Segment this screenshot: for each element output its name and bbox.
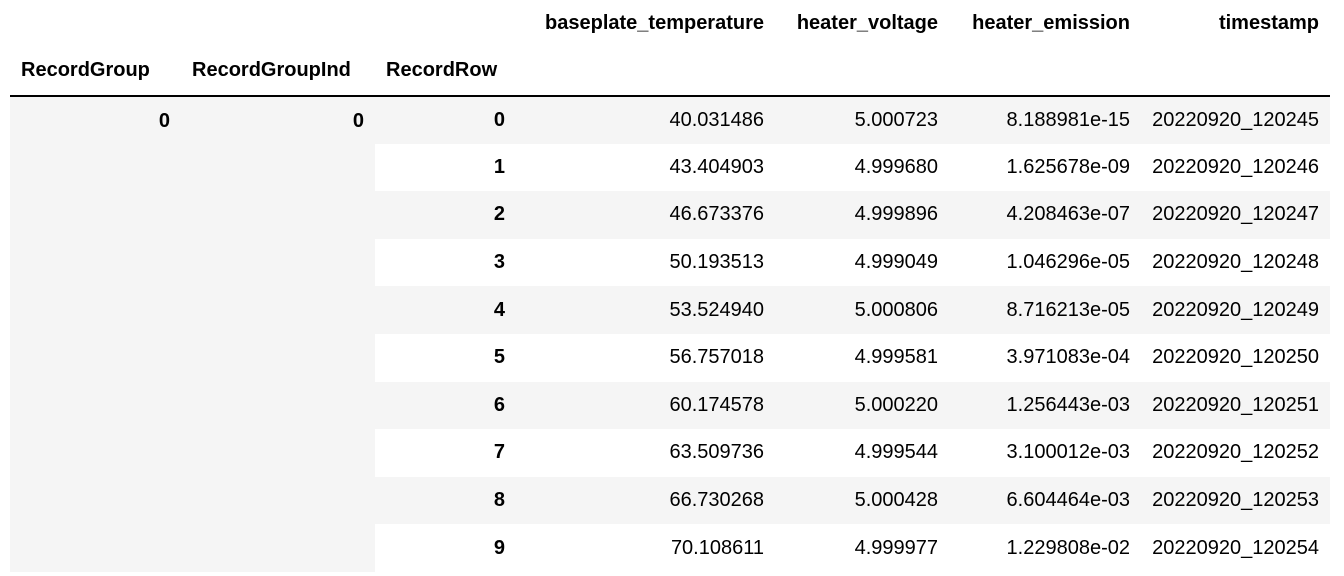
cell-heater-emission: 1.046296e-05 xyxy=(949,238,1141,287)
cell-baseplate-temperature: 56.757018 xyxy=(516,333,775,382)
table-row: 3 50.193513 4.999049 1.046296e-05 20220920_1… xyxy=(10,238,1330,287)
cell-timestamp: 20220920_120246 xyxy=(1141,143,1330,192)
cell-baseplate-temperature: 50.193513 xyxy=(516,238,775,287)
cell-heater-emission: 8.716213e-05 xyxy=(949,286,1141,334)
cell-heater-voltage: 4.999581 xyxy=(775,333,949,382)
dataframe-output: baseplate_temperature heater_voltage hea… xyxy=(10,0,1330,572)
table-row: 5 56.757018 4.999581 3.971083e-04 20220920_1… xyxy=(10,333,1330,382)
cell-heater-emission: 4.208463e-07 xyxy=(949,191,1141,239)
table-row: 1 43.404903 4.999680 1.625678e-09 20220920_1… xyxy=(10,143,1330,192)
cell-heater-emission: 1.229808e-02 xyxy=(949,524,1141,572)
cell-timestamp: 20220920_120250 xyxy=(1141,333,1330,382)
blank-header-cell xyxy=(1141,46,1330,96)
index-cell-record-row: 2 xyxy=(375,191,516,239)
cell-baseplate-temperature: 60.174578 xyxy=(516,381,775,430)
index-name-record-row: RecordRow xyxy=(386,59,498,81)
index-cell-record-row: 9 xyxy=(375,524,516,572)
index-header-row: RecordGroup RecordGroupInd RecordRow xyxy=(10,46,1330,96)
index-cell-record-row: 3 xyxy=(375,238,516,287)
cell-baseplate-temperature: 46.673376 xyxy=(516,191,775,239)
index-cell-record-row: 6 xyxy=(375,381,516,430)
cell-heater-voltage: 4.999977 xyxy=(775,524,949,572)
column-header-heater-emission: heater_emission xyxy=(972,11,1130,34)
blank-header-cell xyxy=(516,46,775,96)
table-header: baseplate_temperature heater_voltage hea… xyxy=(10,0,1330,96)
cell-heater-voltage: 4.999544 xyxy=(775,429,949,477)
index-name-record-group-ind: RecordGroupInd xyxy=(192,59,351,81)
cell-baseplate-temperature: 53.524940 xyxy=(516,286,775,334)
index-cell-record-row: 8 xyxy=(375,476,516,525)
table-row: 9 70.108611 4.999977 1.229808e-02 20220920_1… xyxy=(10,524,1330,572)
cell-timestamp: 20220920_120252 xyxy=(1141,429,1330,477)
index-cell-record-row: 4 xyxy=(375,286,516,334)
table-row: 0 0 0 40.031486 5.000723 8.188981e-15 20220920… xyxy=(10,96,1330,572)
cell-timestamp: 20220920_120249 xyxy=(1141,286,1330,334)
table-row: 7 63.509736 4.999544 3.100012e-03 20220920_1… xyxy=(10,429,1330,477)
cell-timestamp: 20220920_120247 xyxy=(1141,191,1330,239)
cell-baseplate-temperature: 70.108611 xyxy=(516,524,775,572)
cell-heater-emission: 6.604464e-03 xyxy=(949,476,1141,525)
index-cell-record-group-ind: 0 xyxy=(181,96,375,572)
cell-heater-voltage: 5.000723 xyxy=(775,96,949,144)
index-cell-record-row: 7 xyxy=(375,429,516,477)
dataframe-table: baseplate_temperature heater_voltage hea… xyxy=(10,0,1330,572)
cell-heater-emission: 3.971083e-04 xyxy=(949,333,1141,382)
cell-heater-emission: 3.100012e-03 xyxy=(949,429,1141,477)
cell-heater-voltage: 5.000806 xyxy=(775,286,949,334)
cell-heater-emission: 8.188981e-15 xyxy=(949,96,1141,144)
index-cell-record-row: 0 xyxy=(375,96,516,144)
blank-header-cell xyxy=(949,46,1141,96)
cell-heater-emission: 1.256443e-03 xyxy=(949,381,1141,430)
index-cell-record-group: 0 xyxy=(10,96,181,572)
cell-baseplate-temperature: 63.509736 xyxy=(516,429,775,477)
column-header-heater-voltage: heater_voltage xyxy=(796,11,938,34)
cell-heater-emission: 1.625678e-09 xyxy=(949,143,1141,192)
blank-header-cell xyxy=(775,46,949,96)
cell-heater-voltage: 4.999049 xyxy=(775,238,949,287)
cell-baseplate-temperature: 43.404903 xyxy=(516,143,775,192)
cell-heater-voltage: 5.000428 xyxy=(775,476,949,525)
cell-heater-voltage: 4.999896 xyxy=(775,191,949,239)
index-cell-record-row: 1 xyxy=(375,143,516,192)
cell-heater-voltage: 5.000220 xyxy=(775,381,949,430)
table-row: 2 46.673376 4.999896 4.208463e-07 20220920_1… xyxy=(10,191,1330,239)
blank-header-cell xyxy=(375,0,516,46)
table-row: 8 66.730268 5.000428 6.604464e-03 20220920_1… xyxy=(10,476,1330,525)
table-row: 6 60.174578 5.000220 1.256443e-03 20220920_1… xyxy=(10,381,1330,430)
column-header-row: baseplate_temperature heater_voltage hea… xyxy=(10,0,1330,46)
cell-timestamp: 20220920_120254 xyxy=(1141,524,1330,572)
cell-heater-voltage: 4.999680 xyxy=(775,143,949,192)
blank-header-cell xyxy=(10,0,181,46)
cell-timestamp: 20220920_120245 xyxy=(1141,96,1330,144)
column-header-timestamp: timestamp xyxy=(1218,11,1319,34)
cell-timestamp: 20220920_120253 xyxy=(1141,476,1330,525)
cell-timestamp: 20220920_120248 xyxy=(1141,238,1330,287)
table-row: 4 53.524940 5.000806 8.716213e-05 20220920_1… xyxy=(10,286,1330,334)
table-body: 0 0 0 40.031486 5.000723 8.188981e-15 20220920… xyxy=(10,96,1330,572)
index-name-record-group: RecordGroup xyxy=(21,59,150,81)
cell-baseplate-temperature: 40.031486 xyxy=(516,96,775,144)
cell-baseplate-temperature: 66.730268 xyxy=(516,476,775,525)
blank-header-cell xyxy=(181,0,375,46)
cell-timestamp: 20220920_120251 xyxy=(1141,381,1330,430)
index-cell-record-row: 5 xyxy=(375,333,516,382)
column-header-baseplate-temperature: baseplate_temperature xyxy=(545,11,764,34)
